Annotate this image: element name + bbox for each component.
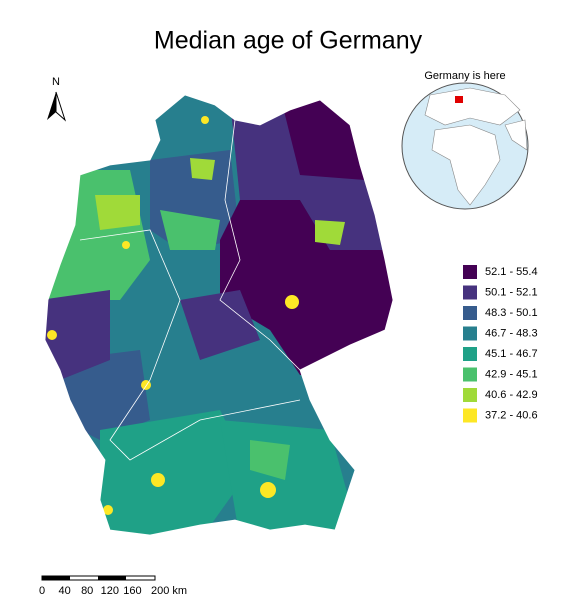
legend-swatch (463, 306, 477, 320)
city (141, 380, 151, 390)
legend-label: 37.2 - 40.6 (485, 409, 538, 421)
legend-swatch (463, 367, 477, 382)
legend-swatch (463, 347, 477, 361)
legend-label: 52.1 - 55.4 (485, 266, 538, 278)
north-label: N (52, 76, 60, 88)
city (260, 482, 276, 498)
legend-label: 48.3 - 50.1 (485, 307, 538, 319)
region (180, 290, 260, 360)
germany-map (45, 95, 393, 535)
legend: 52.1 - 55.4 50.1 - 52.1 48.3 - 50.1 46.7 - … (463, 265, 538, 423)
region (100, 410, 250, 535)
border (44, 94, 394, 536)
legend-label: 40.6 - 42.9 (485, 389, 538, 401)
legend-label: 50.1 - 52.1 (485, 286, 538, 298)
scale-label: 80 (81, 585, 93, 597)
region (315, 220, 345, 245)
region (60, 350, 150, 440)
scale-bar: 0 40 80 120 160 200 km (39, 575, 187, 597)
legend-label: 42.9 - 45.1 (485, 368, 538, 380)
region (95, 195, 140, 230)
legend-swatch (463, 408, 477, 423)
region (220, 200, 393, 375)
city (201, 116, 209, 124)
city (103, 505, 113, 515)
region (160, 210, 220, 250)
legend-label: 45.1 - 46.7 (485, 348, 538, 360)
legend-label: 46.7 - 48.3 (485, 327, 538, 339)
map-title: Median age of Germany (154, 27, 423, 55)
legend-swatch (463, 265, 477, 279)
scale-label: 160 (123, 585, 141, 597)
scale-label: 200 km (151, 585, 187, 597)
region (45, 290, 110, 380)
region (250, 440, 290, 480)
legend-swatch (463, 285, 477, 300)
region (190, 158, 215, 180)
city (151, 473, 165, 487)
city (122, 241, 130, 249)
scale-label: 40 (58, 585, 70, 597)
scale-label: 120 (101, 585, 119, 597)
region (45, 170, 150, 300)
legend-swatch (463, 388, 477, 402)
city (47, 330, 57, 340)
city (285, 295, 299, 309)
scale-label: 0 (39, 585, 45, 597)
inset-label: Germany is here (424, 70, 505, 82)
legend-swatch (463, 326, 477, 341)
inset-globe: Germany is here (401, 70, 529, 210)
north-arrow: N (47, 76, 67, 122)
